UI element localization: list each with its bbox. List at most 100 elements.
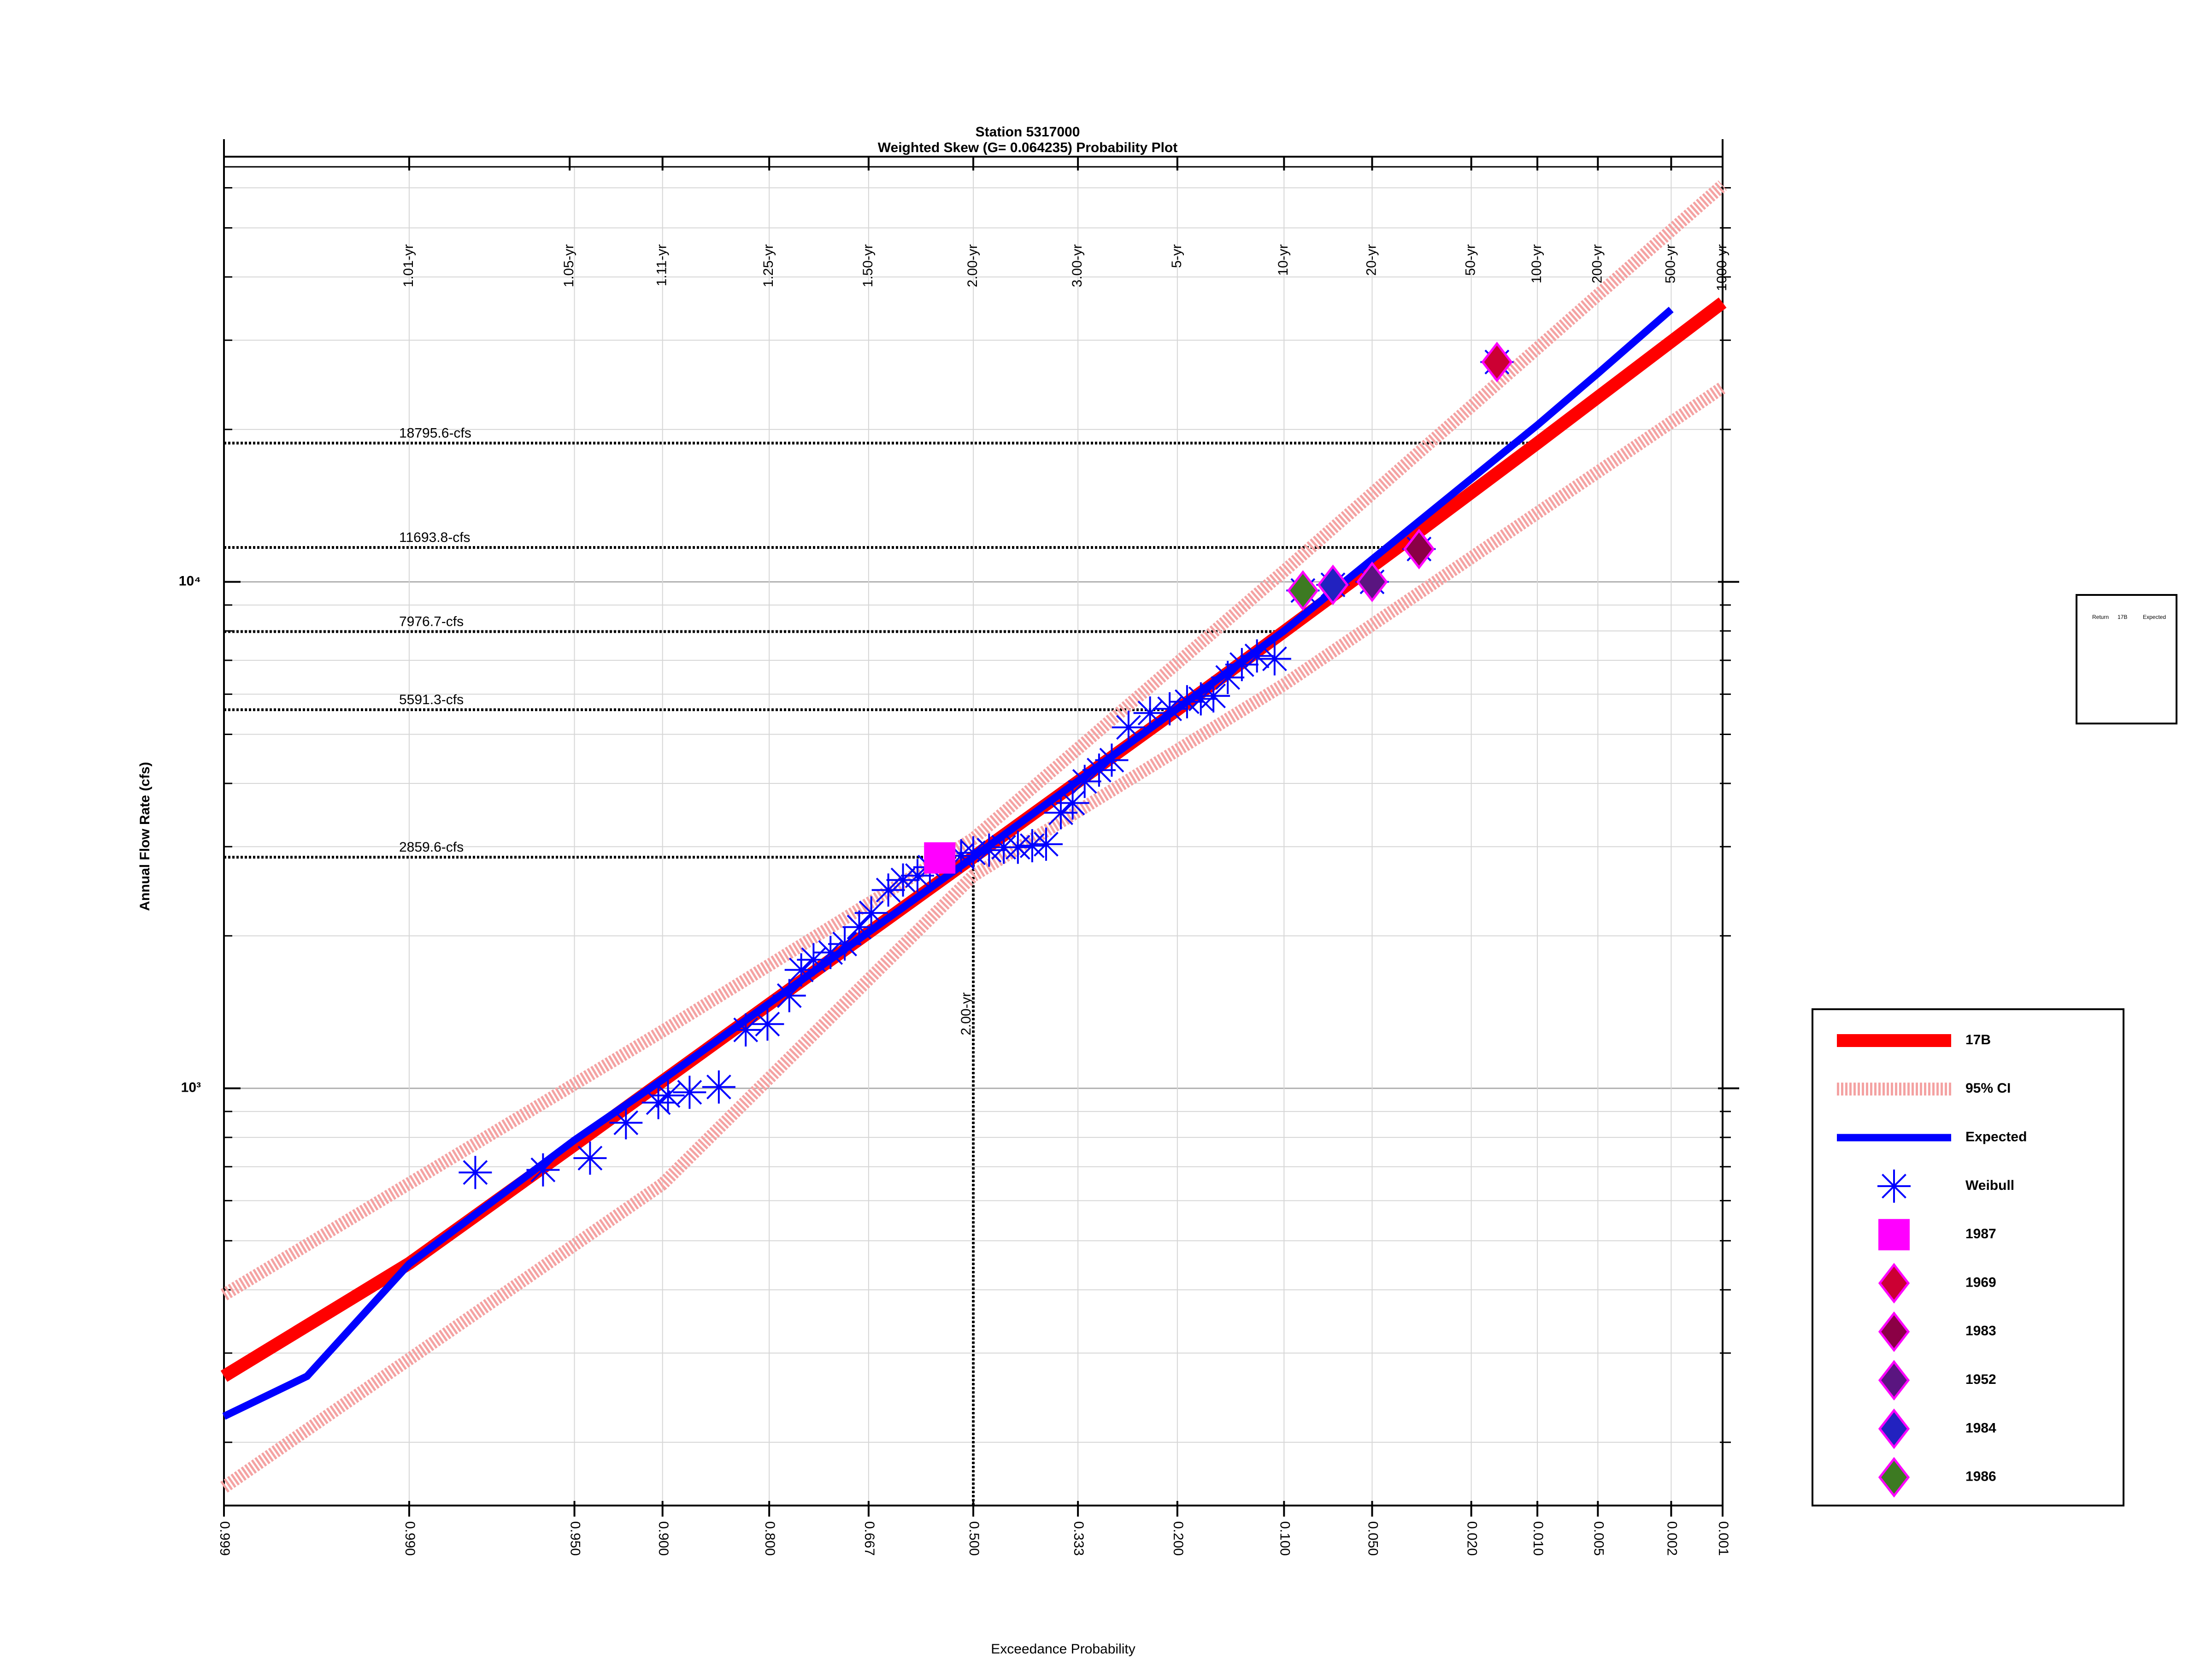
asterisk-arm bbox=[1201, 683, 1226, 709]
x-tick-label: 0.005 bbox=[1591, 1521, 1606, 1556]
weibull-point bbox=[751, 1007, 784, 1041]
reference-label: 11693.8-cfs bbox=[399, 530, 471, 545]
weibull-point bbox=[871, 873, 905, 907]
asterisk-arm bbox=[1048, 800, 1073, 825]
x2-tick-label: 1.50-yr bbox=[860, 244, 876, 287]
weibull-point bbox=[1082, 753, 1116, 787]
x2-tick-label: 500-yr bbox=[1663, 244, 1678, 283]
weibull-point bbox=[1184, 682, 1218, 716]
legend-swatch bbox=[1878, 1360, 1910, 1401]
x2-tick-label: 100-yr bbox=[1529, 244, 1544, 283]
weibull-point bbox=[1258, 642, 1291, 676]
legend-label: 17B bbox=[1965, 1032, 1991, 1047]
asterisk-arm bbox=[1262, 646, 1287, 671]
asterisk-arm bbox=[788, 957, 814, 982]
x-tick-label: 0.333 bbox=[1071, 1521, 1086, 1556]
x2-tick-label: 1.11-yr bbox=[654, 244, 670, 286]
series-line bbox=[222, 306, 1674, 1420]
ci-line bbox=[220, 382, 1726, 1493]
x-tick-label: 0.500 bbox=[966, 1521, 982, 1556]
asterisk-arm bbox=[890, 867, 916, 893]
weibull-point bbox=[1197, 679, 1230, 713]
weibull-point bbox=[1153, 692, 1187, 726]
legend-label: Weibull bbox=[1965, 1178, 2014, 1193]
asterisk-arm bbox=[530, 1157, 556, 1182]
weibull-point bbox=[526, 1153, 560, 1187]
diamond-point bbox=[1481, 341, 1513, 382]
legend-label: 95% CI bbox=[1965, 1081, 2011, 1096]
summary-table-box bbox=[2076, 594, 2177, 724]
x-tick-label: 0.002 bbox=[1664, 1521, 1679, 1556]
asterisk-arm bbox=[755, 1012, 780, 1037]
weibull-point bbox=[842, 910, 876, 944]
weibull-point bbox=[1240, 639, 1274, 673]
weibull-point bbox=[641, 1086, 675, 1119]
asterisk-arm bbox=[1087, 758, 1112, 782]
x-tick-label: 0.200 bbox=[1171, 1521, 1186, 1556]
x2-tick-label: 3.00-yr bbox=[1070, 244, 1085, 287]
reference-label: 2.00-yr bbox=[959, 992, 974, 1035]
square-point bbox=[924, 842, 956, 874]
x2-tick-label: 10-yr bbox=[1276, 244, 1291, 276]
weibull-point bbox=[957, 836, 990, 870]
x-tick-label: 0.950 bbox=[568, 1521, 583, 1556]
weibull-point bbox=[609, 1106, 643, 1140]
table-header: Return bbox=[2092, 614, 2109, 620]
diamond-point bbox=[1287, 570, 1319, 611]
diamond-point bbox=[1403, 529, 1435, 570]
weibull-point bbox=[1029, 827, 1063, 861]
weibull-point bbox=[1133, 696, 1167, 730]
x-axis-label: Exceedance Probability bbox=[991, 1641, 1135, 1657]
asterisk-arm bbox=[577, 1146, 603, 1171]
table-header: Expected bbox=[2143, 614, 2166, 620]
weibull-point bbox=[1095, 743, 1129, 777]
x-tick-label: 0.667 bbox=[862, 1521, 877, 1556]
weibull-point bbox=[573, 1141, 607, 1175]
asterisk-arm bbox=[613, 1110, 639, 1135]
asterisk-arm bbox=[463, 1160, 488, 1185]
legend-label: 1983 bbox=[1965, 1324, 1996, 1339]
asterisk-arm bbox=[677, 1080, 702, 1105]
weibull-point bbox=[702, 1070, 735, 1104]
chart-title: Station 5317000 bbox=[976, 124, 1080, 140]
legend-swatch bbox=[1878, 1408, 1910, 1449]
asterisk-arm bbox=[961, 840, 986, 865]
weibull-point bbox=[1015, 829, 1049, 863]
weibull-point bbox=[651, 1079, 685, 1112]
legend-label: 1952 bbox=[1965, 1372, 1996, 1387]
weibull-point bbox=[1044, 796, 1078, 830]
asterisk-arm bbox=[832, 931, 857, 957]
x-tick-label: 0.050 bbox=[1365, 1521, 1381, 1556]
weibull-point bbox=[886, 863, 920, 897]
asterisk-arm bbox=[1072, 769, 1097, 794]
weibull-point bbox=[784, 953, 818, 987]
x2-tick-label: 200-yr bbox=[1589, 244, 1605, 283]
x-tick-label: 0.020 bbox=[1465, 1521, 1480, 1556]
weibull-point bbox=[828, 927, 862, 961]
asterisk-arm bbox=[1060, 790, 1085, 816]
asterisk-arm bbox=[977, 837, 1002, 863]
y-tick-label: 10³ bbox=[181, 1080, 201, 1095]
x2-tick-label: 1.05-yr bbox=[561, 244, 577, 287]
weibull-point bbox=[673, 1076, 706, 1109]
asterisk-arm bbox=[859, 900, 884, 926]
weibull-point bbox=[459, 1156, 492, 1189]
x-tick-label: 0.999 bbox=[217, 1521, 232, 1556]
chart-subtitle: Weighted Skew (G= 0.064235) Probability … bbox=[878, 140, 1177, 155]
legend-label: 1987 bbox=[1965, 1226, 1996, 1241]
legend-swatch bbox=[1877, 1169, 1911, 1203]
legend-label: 1969 bbox=[1965, 1275, 1996, 1290]
legend-box bbox=[1812, 1008, 2124, 1506]
x-tick-label: 0.800 bbox=[762, 1521, 777, 1556]
x2-tick-label: 20-yr bbox=[1364, 244, 1379, 276]
reference-label: 18795.6-cfs bbox=[399, 425, 471, 441]
asterisk-arm bbox=[733, 1018, 759, 1042]
weibull-point bbox=[772, 979, 806, 1012]
x2-tick-label: 2.00-yr bbox=[965, 244, 980, 287]
legend-swatch bbox=[1878, 1311, 1910, 1352]
legend-label: 1986 bbox=[1965, 1469, 1996, 1484]
legend-swatch bbox=[1878, 1457, 1910, 1498]
weibull-point bbox=[1001, 830, 1035, 864]
x-tick-label: 0.990 bbox=[402, 1521, 418, 1556]
